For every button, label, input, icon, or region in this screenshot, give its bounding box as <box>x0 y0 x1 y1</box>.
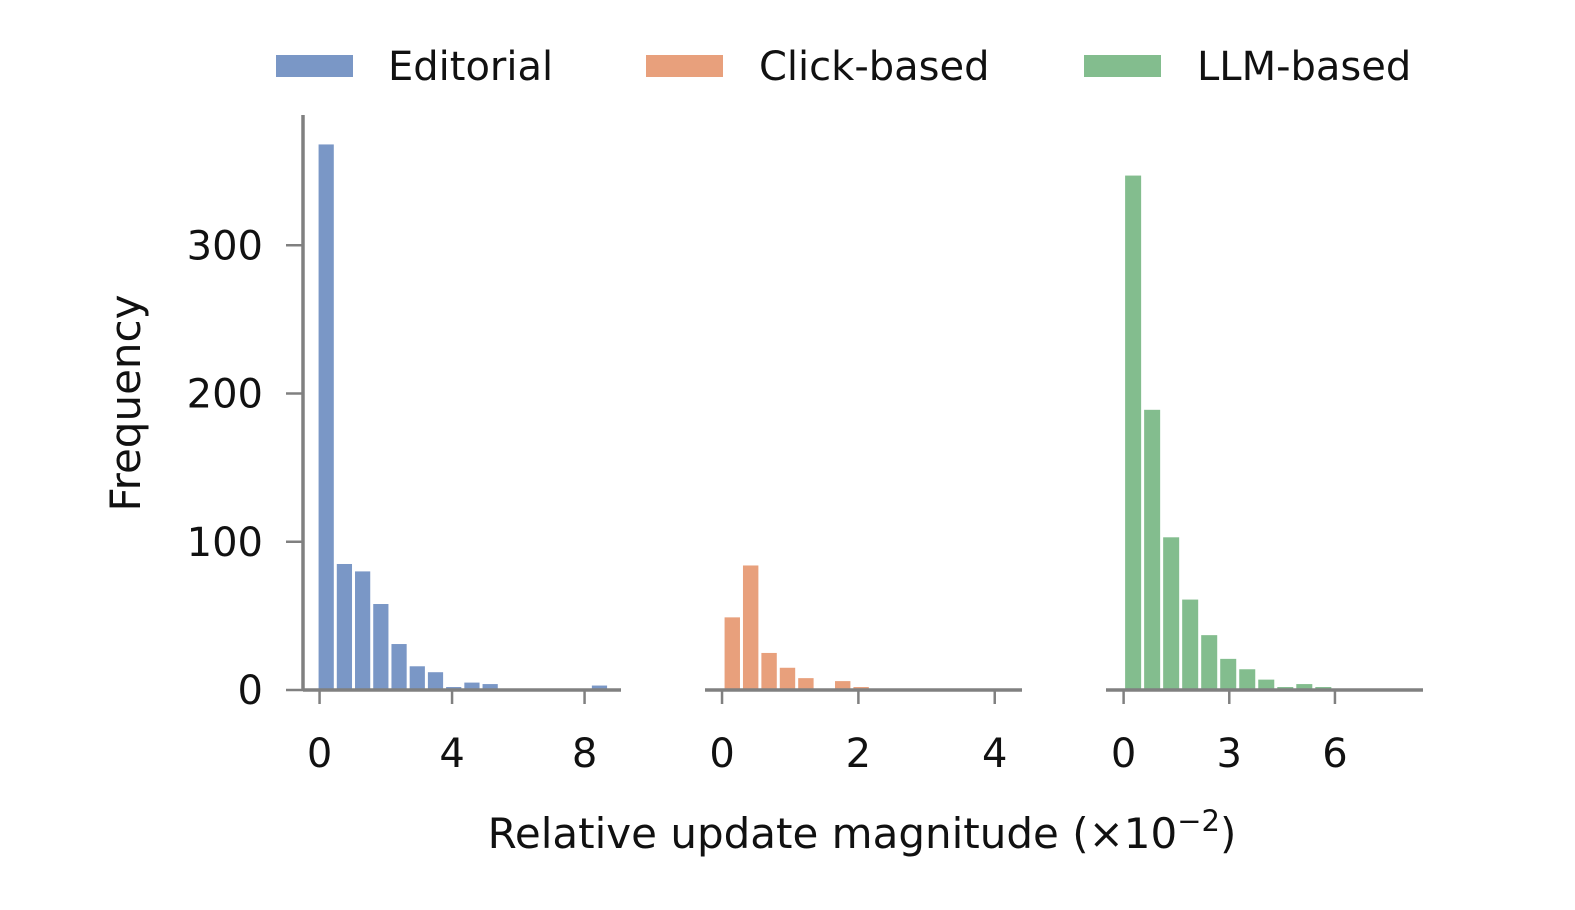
legend-swatch-llm-based <box>1084 55 1161 77</box>
x-axis-label-exponent: −2 <box>1177 804 1220 838</box>
bar-llm-based-1 <box>1144 409 1161 690</box>
bar-click-based-2 <box>761 652 777 690</box>
bar-llm-based-7 <box>1258 679 1275 690</box>
bar-editorial-4 <box>391 644 407 690</box>
x-tick-label: 0 <box>307 731 332 777</box>
y-tick-label: 200 <box>187 372 263 418</box>
bar-click-based-3 <box>779 667 796 690</box>
x-tick-label: 0 <box>709 731 734 777</box>
panel-editorial: 0 4 8 0 100 200 300 <box>187 115 621 777</box>
bar-editorial-9 <box>482 684 498 690</box>
bar-click-based-6 <box>835 681 851 690</box>
bar-llm-based-0 <box>1125 175 1142 690</box>
bar-llm-based-3 <box>1182 599 1199 690</box>
legend: Editorial Click-based LLM-based <box>276 44 1411 90</box>
bar-llm-based-6 <box>1239 669 1256 690</box>
bar-editorial-1 <box>336 563 353 690</box>
bar-editorial-15 <box>591 685 608 690</box>
x-axis-label-main: Relative update magnitude (×10 <box>488 809 1178 858</box>
bar-llm-based-5 <box>1220 658 1237 690</box>
legend-label-click-based: Click-based <box>759 44 990 90</box>
bar-editorial-2 <box>355 571 371 690</box>
x-tick-label: 8 <box>572 731 597 777</box>
bar-editorial-6 <box>427 672 444 690</box>
bar-click-based-1 <box>742 565 759 690</box>
x-tick-label: 2 <box>846 731 871 777</box>
x-tick-label: 3 <box>1217 731 1242 777</box>
legend-swatch-click-based <box>646 55 723 77</box>
x-tick-label: 6 <box>1322 731 1347 777</box>
bar-editorial-3 <box>373 604 389 690</box>
bar-editorial-0 <box>318 144 334 690</box>
y-tick-label: 0 <box>238 668 263 714</box>
legend-label-llm-based: LLM-based <box>1197 44 1411 90</box>
bar-llm-based-4 <box>1201 635 1218 690</box>
x-axis-label: Relative update magnitude (×10−2) <box>488 804 1237 858</box>
bar-click-based-4 <box>798 678 814 690</box>
bar-editorial-8 <box>464 682 480 690</box>
panel-llm-based: 0 3 6 <box>1106 175 1423 777</box>
bar-editorial-5 <box>409 666 425 690</box>
y-tick-label: 100 <box>187 520 263 566</box>
x-tick-label: 4 <box>439 731 464 777</box>
panel-click-based: 0 2 4 <box>705 565 1022 777</box>
x-tick-label: 4 <box>982 731 1007 777</box>
bar-click-based-0 <box>724 617 740 690</box>
bar-llm-based-9 <box>1296 684 1313 690</box>
x-axis-label-close: ) <box>1220 809 1236 858</box>
legend-swatch-editorial <box>276 55 353 77</box>
legend-label-editorial: Editorial <box>388 44 553 90</box>
x-tick-label: 0 <box>1111 731 1136 777</box>
y-tick-label: 300 <box>187 223 263 269</box>
y-axis-label: Frequency <box>101 295 150 512</box>
bar-llm-based-2 <box>1163 537 1180 690</box>
